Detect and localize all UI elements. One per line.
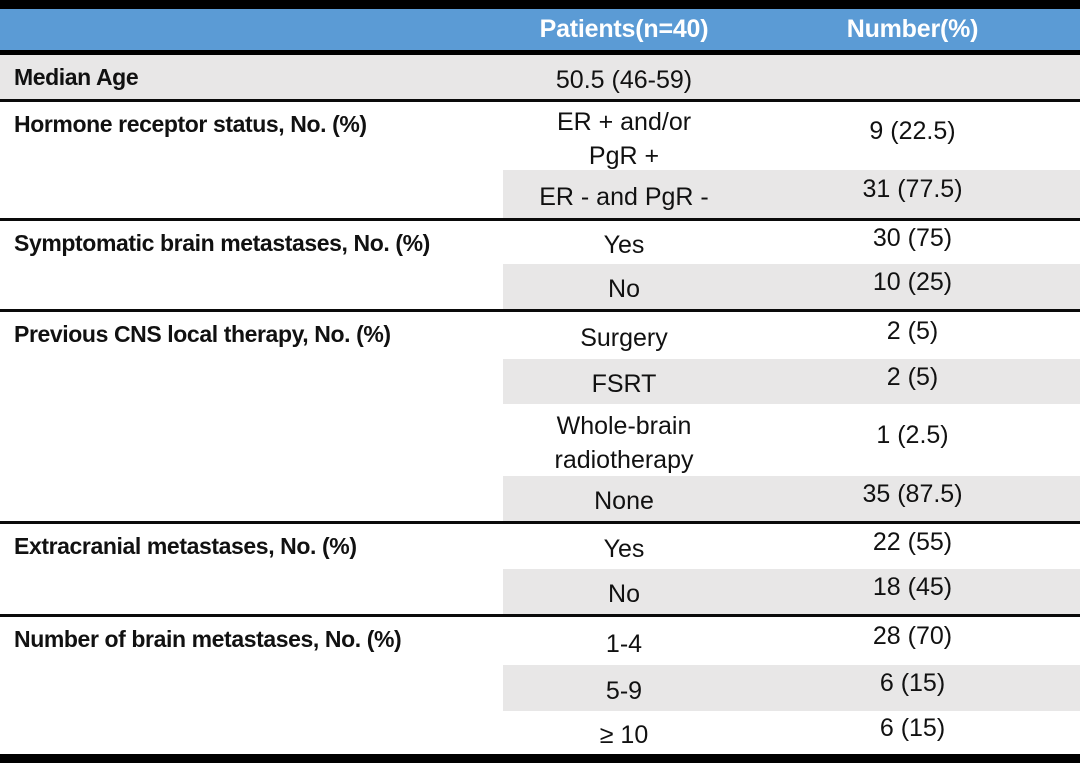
value-text: No [608, 275, 640, 304]
value-cell: FSRT [503, 358, 745, 404]
number-text: 2 (5) [886, 362, 939, 391]
number-cell: 35 (87.5) [745, 475, 1080, 522]
value-cell: None [503, 475, 745, 522]
table-row: Number of brain metastases, No. (%) 1-4 … [0, 615, 1080, 758]
table-row: Previous CNS local therapy, No. (%) Surg… [0, 310, 1080, 522]
table-row: FSRT 2 (5) [0, 358, 1080, 404]
patient-characteristics-table: Patients(n=40) Number(%) Median Age 50.5… [0, 0, 1080, 763]
number-text: 30 (75) [872, 223, 953, 252]
value-cell: 5-9 [503, 664, 745, 711]
number-text: 28 (70) [872, 622, 953, 650]
value-text: FSRT [591, 370, 657, 399]
row-label-cell: Extracranial metastases, No. (%) [0, 522, 503, 615]
header-row: Patients(n=40) Number(%) [0, 4, 1080, 53]
value-text: No [608, 580, 640, 609]
value-cell: ≥ 10 [503, 711, 745, 759]
value-text: 1-4 [605, 629, 643, 658]
row-label-cell: Number of brain metastases, No. (%) [0, 615, 503, 758]
value-text: 5-9 [605, 676, 643, 705]
number-cell: 30 (75) [745, 219, 1080, 264]
header-cell-number: Number(%) [745, 4, 1080, 53]
number-cell: 1 (2.5) [745, 404, 1080, 476]
value-text: ER - and PgR - [539, 182, 709, 211]
row-label-cell: Hormone receptor status, No. (%) [0, 100, 503, 219]
number-cell: 18 (45) [745, 568, 1080, 615]
value-text: Yes [603, 231, 645, 260]
table-row: ER - and PgR - 31 (77.5) [0, 169, 1080, 219]
table-row: None 35 (87.5) [0, 475, 1080, 522]
number-cell: 6 (15) [745, 711, 1080, 759]
number-cell: 2 (5) [745, 358, 1080, 404]
table-row: Extracranial metastases, No. (%) Yes 22 … [0, 522, 1080, 615]
table-row: Hormone receptor status, No. (%) ER + an… [0, 100, 1080, 219]
value-cell: ER - and PgR - [503, 169, 745, 219]
section-symptomatic-brain-metastases: Symptomatic brain metastases, No. (%) Ye… [0, 219, 1080, 310]
header-cell-empty [0, 4, 503, 53]
value-cell: Yes [503, 522, 745, 569]
number-text: 6 (15) [879, 713, 946, 742]
number-text: 6 (15) [879, 669, 946, 697]
value-cell: 1-4 [503, 615, 745, 665]
number-text: 9 (22.5) [869, 117, 956, 146]
number-cell: 6 (15) [745, 664, 1080, 711]
number-cell [745, 52, 1080, 101]
table-row: No 10 (25) [0, 263, 1080, 310]
value-text: ER + and/or PgR + [556, 108, 692, 170]
section-number-of-brain-metastases: Number of brain metastases, No. (%) 1-4 … [0, 615, 1080, 758]
value-text: Whole-brain radiotherapy [554, 411, 694, 474]
row-label-cell: Median Age [0, 52, 503, 101]
number-cell: 28 (70) [745, 615, 1080, 665]
number-cell: 10 (25) [745, 263, 1080, 310]
table-row: Whole-brain radiotherapy 1 (2.5) [0, 404, 1080, 476]
value-cell: 50.5 (46-59) [503, 52, 745, 101]
section-previous-cns-local-therapy: Previous CNS local therapy, No. (%) Surg… [0, 310, 1080, 522]
number-cell: 2 (5) [745, 310, 1080, 359]
value-text: Surgery [580, 324, 668, 353]
section-hormone-receptor-status: Hormone receptor status, No. (%) ER + an… [0, 100, 1080, 219]
row-label-cell: Previous CNS local therapy, No. (%) [0, 310, 503, 522]
number-cell: 31 (77.5) [745, 169, 1080, 219]
number-text: 18 (45) [872, 572, 953, 601]
number-text: 10 (25) [872, 267, 953, 296]
value-cell: Whole-brain radiotherapy [503, 404, 745, 476]
table-row: Median Age 50.5 (46-59) [0, 52, 1080, 101]
table-row: ≥ 10 6 (15) [0, 711, 1080, 759]
table-header: Patients(n=40) Number(%) [0, 4, 1080, 53]
value-cell: No [503, 568, 745, 615]
number-text: 22 (55) [872, 527, 953, 556]
table-row: No 18 (45) [0, 568, 1080, 615]
value-text: ≥ 10 [599, 721, 649, 750]
value-text: None [594, 487, 654, 516]
table-row: Symptomatic brain metastases, No. (%) Ye… [0, 219, 1080, 310]
number-cell: 9 (22.5) [745, 101, 1080, 170]
value-cell: No [503, 263, 745, 310]
number-cell: 22 (55) [745, 522, 1080, 569]
number-text: 31 (77.5) [862, 175, 963, 203]
number-text: 2 (5) [886, 316, 939, 345]
value-cell: ER + and/or PgR + [503, 101, 745, 170]
number-text: 35 (87.5) [862, 479, 963, 508]
row-label-cell: Symptomatic brain metastases, No. (%) [0, 219, 503, 310]
value-cell: Surgery [503, 310, 745, 359]
number-text: 1 (2.5) [876, 421, 949, 449]
value-text: Yes [603, 535, 645, 564]
value-text: 50.5 (46-59) [555, 66, 693, 95]
value-cell: Yes [503, 219, 745, 264]
section-extracranial-metastases: Extracranial metastases, No. (%) Yes 22 … [0, 522, 1080, 615]
section-median-age: Median Age 50.5 (46-59) [0, 52, 1080, 101]
header-cell-patients: Patients(n=40) [503, 4, 745, 53]
table-row: 5-9 6 (15) [0, 664, 1080, 711]
